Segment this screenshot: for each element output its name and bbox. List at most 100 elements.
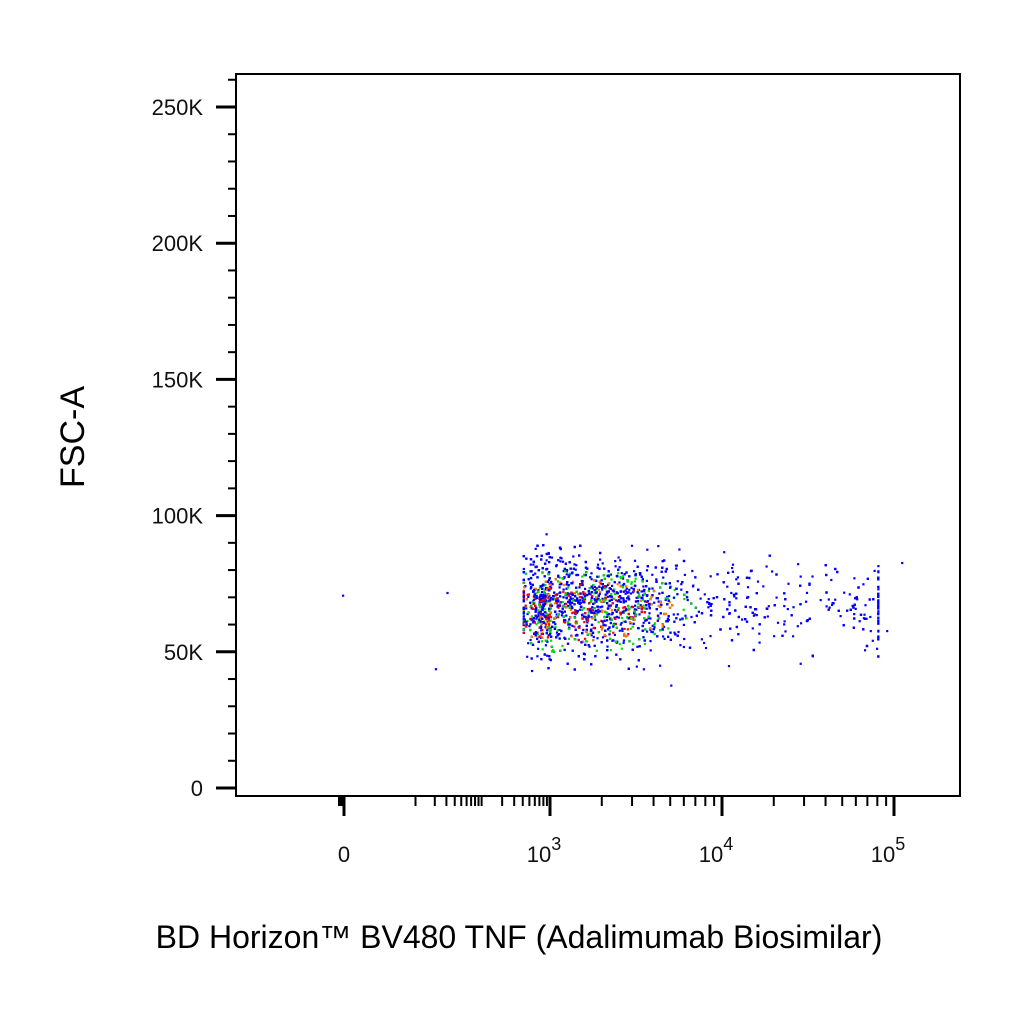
event-dot	[573, 668, 576, 671]
event-dot	[630, 605, 633, 609]
event-dot	[554, 623, 557, 626]
event-dot	[606, 583, 610, 586]
event-dot	[557, 574, 560, 577]
event-dot	[559, 547, 562, 551]
event-dot	[553, 627, 556, 630]
event-dot	[584, 616, 587, 619]
event-dot	[583, 658, 586, 661]
y-tick-label: 50K	[164, 640, 203, 665]
event-dot	[766, 607, 769, 610]
event-dot	[600, 610, 604, 613]
event-dot	[868, 598, 871, 601]
event-dot	[528, 625, 531, 628]
event-dot	[619, 600, 622, 603]
event-dot	[603, 577, 606, 580]
event-dot	[670, 684, 673, 687]
event-dot	[808, 583, 811, 586]
event-dot	[633, 580, 636, 583]
event-dot	[536, 632, 539, 635]
event-dot	[752, 648, 755, 652]
event-dot	[746, 586, 750, 589]
event-dot	[700, 612, 704, 615]
event-dot	[783, 605, 786, 608]
event-dot	[561, 611, 564, 614]
event-dot	[549, 630, 552, 633]
event-dot	[636, 645, 639, 648]
event-dot	[792, 606, 795, 609]
event-dot	[587, 590, 590, 593]
event-dot	[529, 605, 532, 608]
event-dot	[655, 580, 658, 583]
event-dot	[853, 613, 856, 616]
event-dot	[544, 594, 547, 597]
x-axis: 0 103 104 105	[338, 797, 905, 867]
event-dot	[597, 575, 601, 578]
event-dot	[735, 578, 738, 581]
event-dot	[586, 608, 590, 611]
event-dot	[614, 608, 617, 612]
event-dot	[547, 573, 550, 576]
event-dot	[594, 610, 597, 613]
event-dot	[792, 635, 795, 638]
event-dot	[642, 604, 645, 607]
event-dot	[727, 571, 730, 574]
event-dot	[671, 604, 674, 607]
event-dot	[606, 592, 609, 595]
event-dot	[568, 572, 571, 576]
event-dot	[538, 611, 541, 614]
event-dot	[575, 620, 578, 623]
event-dot	[744, 605, 747, 608]
event-dot	[877, 607, 880, 610]
event-dot	[682, 559, 686, 563]
event-dot	[634, 604, 637, 607]
event-dot	[621, 629, 624, 632]
event-dot	[683, 593, 686, 596]
event-dot	[590, 585, 593, 588]
event-dot	[587, 644, 590, 647]
event-dot	[627, 667, 630, 670]
event-dot	[579, 599, 582, 602]
event-dot	[529, 601, 532, 604]
event-dot	[619, 623, 622, 626]
event-dot	[629, 627, 632, 630]
event-dot	[541, 629, 544, 632]
event-dot	[635, 608, 638, 611]
event-dot	[641, 596, 644, 600]
event-dot	[630, 582, 633, 585]
event-dot	[581, 580, 584, 583]
event-dot	[690, 615, 693, 619]
event-dot	[563, 610, 566, 613]
event-dot	[541, 617, 544, 620]
event-dot	[583, 573, 586, 577]
event-dot	[539, 610, 542, 614]
event-dot	[578, 602, 581, 605]
event-dot	[620, 576, 623, 580]
event-dot	[596, 605, 599, 608]
event-dot	[628, 640, 631, 643]
event-dot	[655, 608, 658, 611]
event-dot	[557, 614, 560, 617]
event-dot	[859, 613, 863, 616]
event-dot	[605, 611, 608, 615]
event-dot	[618, 581, 621, 584]
event-dot	[651, 573, 654, 576]
event-dot	[588, 602, 591, 605]
event-dot	[566, 662, 569, 665]
event-dot	[547, 597, 550, 600]
event-dot	[693, 621, 696, 624]
event-dot	[638, 645, 641, 648]
event-dot	[558, 628, 561, 632]
event-dot	[608, 587, 611, 590]
event-dot	[901, 561, 904, 565]
event-dot	[614, 560, 617, 563]
event-dot	[622, 620, 625, 623]
event-dot	[549, 587, 552, 590]
event-dot	[643, 617, 646, 620]
event-dot	[601, 562, 604, 565]
event-dot	[567, 623, 570, 626]
event-dot	[622, 610, 625, 614]
event-dot	[592, 611, 595, 614]
event-dot	[600, 628, 603, 631]
event-dot	[589, 600, 592, 603]
event-dot	[736, 576, 739, 579]
